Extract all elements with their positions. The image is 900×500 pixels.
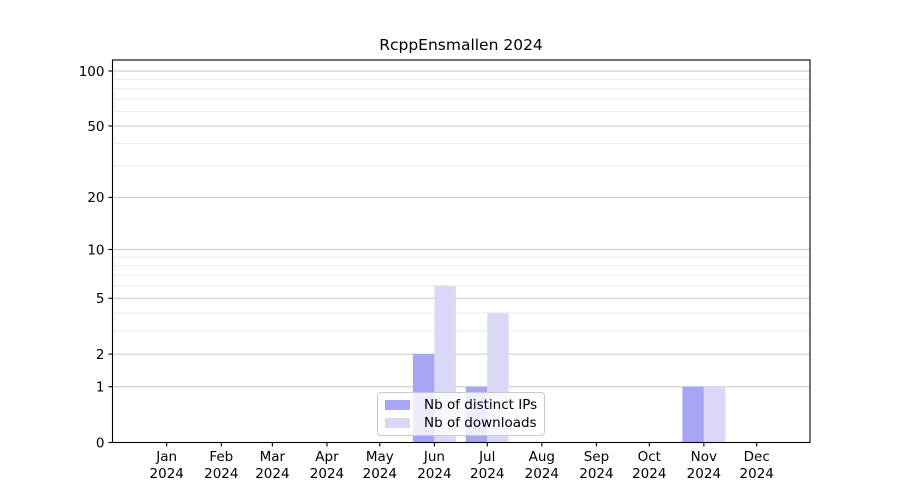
x-tick-label-month: Mar	[260, 449, 286, 465]
x-tick-label-year: 2024	[470, 466, 504, 482]
legend-swatch-downloads	[385, 418, 410, 428]
x-tick-label-month: Oct	[638, 449, 661, 465]
x-tick-label-month: Feb	[209, 449, 233, 465]
x-tick-label-year: 2024	[204, 466, 238, 482]
y-tick-label: 5	[96, 291, 105, 307]
x-tick-label-month: Jun	[423, 449, 445, 465]
x-tick-label-year: 2024	[363, 466, 397, 482]
legend-label-distinct-ips: Nb of distinct IPs	[424, 397, 538, 413]
y-tick-label: 20	[87, 190, 104, 206]
axes-spines	[111, 59, 811, 444]
x-tick-label-month: Nov	[691, 449, 717, 465]
y-tick-label: 0	[96, 435, 105, 451]
legend-swatch-distinct-ips	[385, 400, 410, 410]
x-tick-label-month: Aug	[529, 449, 555, 465]
x-tick-label-month: Sep	[584, 449, 609, 465]
legend-label-downloads: Nb of downloads	[424, 415, 537, 431]
x-tick-label-month: May	[366, 449, 394, 465]
y-tick-label: 100	[79, 64, 105, 80]
x-tick-label-year: 2024	[687, 466, 721, 482]
y-tick-label: 1	[96, 380, 105, 396]
legend-item-downloads: Nb of downloads	[385, 414, 537, 432]
y-tick-label: 10	[87, 242, 104, 258]
chart-title: RcppEnsmallen 2024	[379, 36, 543, 54]
x-tick-label-month: Jan	[155, 449, 177, 465]
legend: Nb of distinct IPs Nb of downloads	[377, 392, 545, 436]
bar-distinct-ips-nov	[682, 386, 704, 443]
x-tick-label-year: 2024	[525, 466, 559, 482]
x-tick-label-month: Dec	[744, 449, 770, 465]
x-tick-label-year: 2024	[579, 466, 613, 482]
x-tick-label-year: 2024	[417, 466, 451, 482]
x-tick-label-year: 2024	[740, 466, 774, 482]
x-tick-label-month: Jul	[478, 449, 495, 465]
x-tick-label-year: 2024	[150, 466, 184, 482]
x-tick-label-year: 2024	[632, 466, 666, 482]
y-tick-label: 50	[87, 119, 104, 135]
x-tick-label-year: 2024	[310, 466, 344, 482]
x-tick-label-year: 2024	[255, 466, 289, 482]
x-tick-label-month: Apr	[315, 449, 339, 465]
legend-item-distinct-ips: Nb of distinct IPs	[385, 396, 538, 414]
y-tick-label: 2	[96, 347, 105, 363]
bar-downloads-nov	[703, 386, 726, 443]
